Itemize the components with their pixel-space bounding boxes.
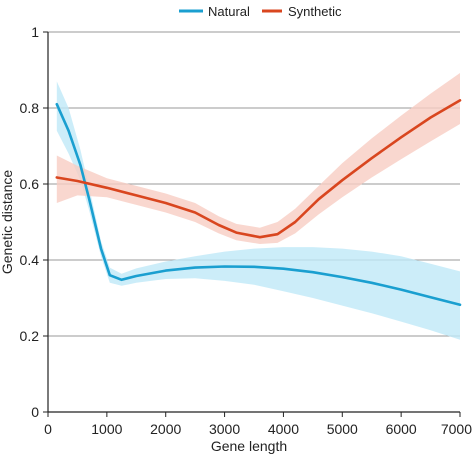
- y-tick-label: 0.2: [20, 328, 40, 344]
- y-tick-label: 0.8: [20, 100, 40, 116]
- legend-label-synthetic: Synthetic: [288, 4, 342, 19]
- y-axis-title: Genetic distance: [0, 170, 15, 274]
- confidence-bands: [56, 73, 461, 340]
- series-lines: [55, 99, 462, 307]
- y-tick-label: 0.6: [20, 176, 40, 192]
- x-tick-label: 4000: [268, 421, 299, 437]
- y-tick-label: 0: [31, 404, 39, 420]
- y-ticks: 0 0.2 0.4 0.6 0.8 1: [20, 24, 48, 420]
- legend: Natural Synthetic: [179, 4, 342, 19]
- confidence-band-synthetic: [56, 73, 461, 244]
- x-tick-label: 7000: [441, 421, 472, 437]
- x-tick-label: 3000: [209, 421, 240, 437]
- y-tick-label: 1: [31, 24, 39, 40]
- x-ticks: 0 1000 2000 3000 4000 5000 6000 7000: [44, 412, 472, 437]
- x-tick-label: 2000: [150, 421, 181, 437]
- legend-label-natural: Natural: [208, 4, 250, 19]
- x-tick-label: 6000: [386, 421, 417, 437]
- y-tick-label: 0.4: [20, 252, 40, 268]
- x-tick-label: 5000: [327, 421, 358, 437]
- x-tick-label: 1000: [91, 421, 122, 437]
- x-axis-title: Gene length: [211, 438, 287, 454]
- series-line-natural: [55, 102, 462, 307]
- series-line-synthetic: [55, 99, 462, 239]
- axes: [47, 32, 460, 413]
- confidence-band-natural: [56, 81, 461, 340]
- x-tick-label: 0: [44, 421, 52, 437]
